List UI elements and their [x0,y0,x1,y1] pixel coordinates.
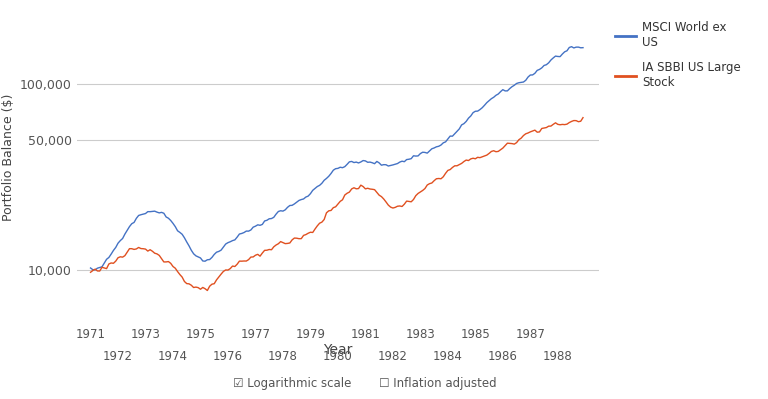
Text: 1983: 1983 [406,328,435,341]
Text: 1975: 1975 [186,328,216,341]
Text: 1979: 1979 [296,328,326,341]
Text: 1972: 1972 [103,350,133,363]
Text: 1981: 1981 [350,328,380,341]
Text: 1984: 1984 [433,350,463,363]
Text: 1980: 1980 [323,350,353,363]
Text: 1974: 1974 [158,350,188,363]
Text: 1978: 1978 [268,350,298,363]
Text: 1986: 1986 [488,350,518,363]
Text: 1971: 1971 [75,328,105,341]
Text: 1988: 1988 [543,350,573,363]
Text: 1973: 1973 [131,328,161,341]
Text: ☑ Logarithmic scale: ☑ Logarithmic scale [233,377,351,389]
Legend: MSCI World ex
US, IA SBBI US Large
Stock: MSCI World ex US, IA SBBI US Large Stock [610,16,746,93]
Text: 1987: 1987 [515,328,545,341]
Text: 1982: 1982 [378,350,408,363]
Text: 1977: 1977 [240,328,270,341]
Y-axis label: Portfolio Balance ($): Portfolio Balance ($) [2,94,15,221]
Text: 1976: 1976 [213,350,243,363]
Text: 1985: 1985 [461,328,490,341]
Text: ☐ Inflation adjusted: ☐ Inflation adjusted [379,377,497,389]
X-axis label: Year: Year [323,343,353,357]
